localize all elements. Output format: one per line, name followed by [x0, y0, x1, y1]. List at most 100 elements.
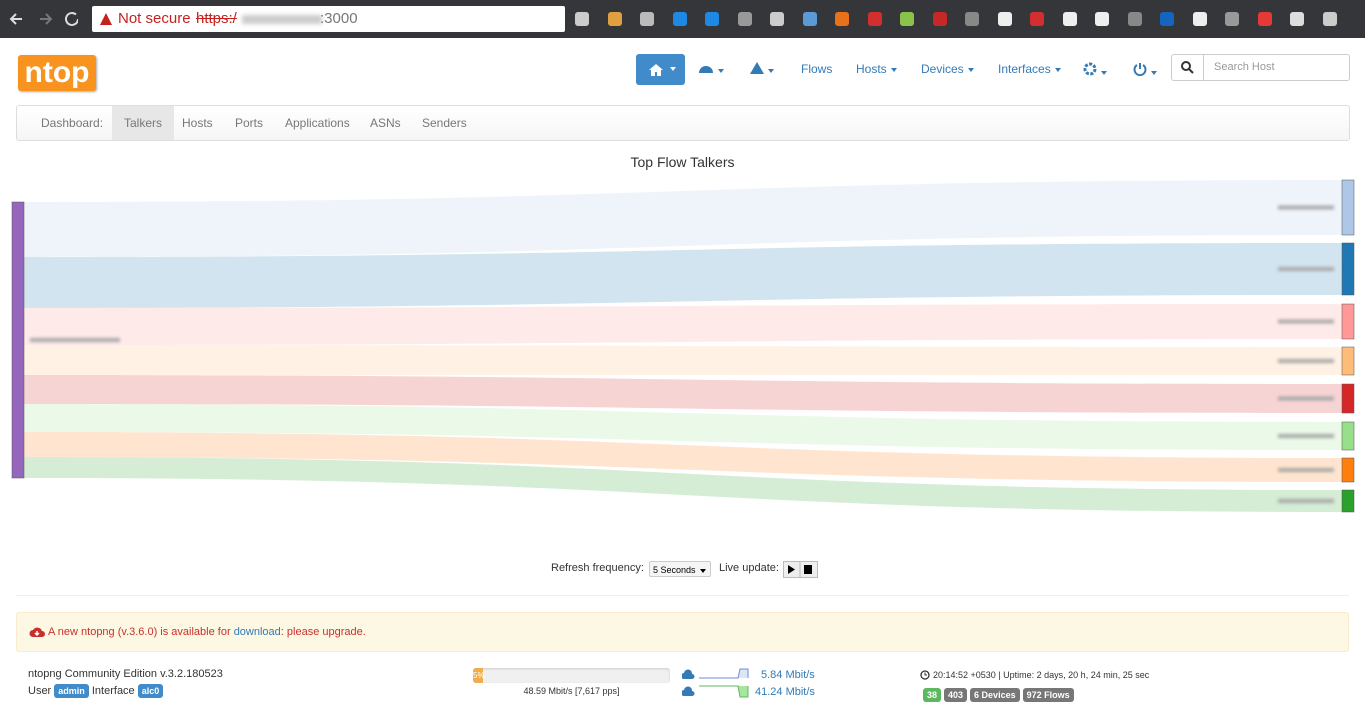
tab[interactable]: ASNs [370, 116, 401, 130]
extension-icon[interactable] [1192, 12, 1207, 26]
refresh-select[interactable]: 5 Seconds [649, 561, 711, 577]
dashboard-menu[interactable] [698, 62, 724, 77]
status-badges: 38 403 6 Devices 972 Flows [923, 685, 1077, 703]
url-scheme: https:/ [196, 10, 237, 27]
extension-icon[interactable] [1127, 12, 1142, 26]
extension-icon[interactable] [770, 12, 784, 26]
nav-item[interactable]: Hosts [856, 62, 897, 76]
blurred-label [1278, 205, 1334, 210]
power-menu[interactable] [1133, 62, 1157, 79]
upgrade-alert: A new ntopng (v.3.6.0) is available for … [16, 612, 1349, 652]
tab[interactable]: Talkers [112, 106, 175, 140]
extension-icon[interactable] [867, 12, 882, 26]
extension-icon[interactable] [997, 12, 1012, 26]
blurred-label [1278, 359, 1334, 363]
sankey-link [24, 457, 1342, 512]
sankey-link [24, 180, 1342, 257]
nav-item[interactable]: Flows [801, 62, 832, 76]
power-icon [1133, 63, 1147, 77]
extension-icon[interactable] [1062, 12, 1077, 26]
status-badge[interactable]: 403 [944, 688, 968, 702]
extension-icon[interactable] [965, 12, 979, 26]
tab[interactable]: Applications [285, 116, 350, 130]
status-badge[interactable]: 972 Flows [1022, 688, 1074, 702]
extension-icon[interactable] [900, 12, 914, 26]
nav-item[interactable]: Devices [921, 62, 974, 76]
tab[interactable]: Ports [235, 116, 264, 130]
status-badge[interactable]: 38 [923, 688, 942, 702]
extension-icon[interactable] [672, 12, 687, 26]
extension-icon[interactable] [802, 12, 817, 26]
refresh-value: 5 Seconds [653, 565, 696, 575]
blurred-label [1278, 267, 1334, 271]
extension-icon[interactable] [1030, 12, 1044, 26]
sankey-node [1341, 457, 1355, 483]
blurred-label [1278, 396, 1334, 401]
blurred-label [1278, 468, 1334, 472]
extension-icon[interactable] [1322, 12, 1337, 26]
sankey-node [1341, 242, 1355, 296]
extension-icon[interactable] [1095, 12, 1109, 26]
alerts-menu[interactable] [750, 62, 774, 77]
edition: ntopng Community Edition v.3.2.180523 [28, 668, 223, 680]
tab[interactable]: Hosts [182, 116, 213, 130]
extension-icon[interactable] [932, 12, 947, 26]
sankey-link [24, 243, 1342, 308]
browser-nav-buttons[interactable] [8, 10, 78, 28]
refresh-label: Refresh frequency: [551, 562, 644, 574]
sankey-node [1341, 383, 1355, 414]
blurred-label [30, 338, 120, 342]
extension-icon[interactable] [575, 12, 589, 26]
interface-label: Interface [91, 685, 135, 697]
search-icon [1181, 61, 1194, 74]
user-line: User admin Interface alc0 [28, 684, 164, 698]
url-port: :3000 [320, 10, 358, 27]
sankey-node [1341, 303, 1355, 340]
alert-text-after: : please upgrade. [280, 626, 366, 638]
live-controls[interactable] [783, 561, 818, 578]
sankey-node [1341, 421, 1355, 451]
extension-icon[interactable] [835, 12, 849, 26]
address-bar[interactable]: Not secure https:/ :3000 [92, 6, 565, 32]
user-label: User [28, 685, 52, 697]
settings-menu[interactable] [1083, 62, 1107, 79]
extension-icon[interactable] [1290, 12, 1304, 26]
extension-icon[interactable] [1257, 12, 1272, 26]
extension-icon[interactable] [607, 12, 622, 26]
cloud-icon [29, 627, 45, 637]
blurred-label [1278, 499, 1334, 503]
clock-icon [920, 670, 930, 680]
interface-badge: alc0 [137, 684, 164, 698]
nav-item-label: Devices [921, 62, 964, 76]
tab-bar: Dashboard: Talkers Hosts Ports Applications A… [16, 105, 1350, 141]
download-rate: 41.24 Mbit/s [755, 686, 815, 698]
extension-icon[interactable] [705, 12, 719, 26]
extension-icon[interactable] [640, 12, 654, 26]
traffic-sparklines [682, 668, 749, 698]
tab-label: Dashboard: [41, 116, 104, 130]
sankey-link [24, 432, 1342, 482]
nav-item[interactable]: Interfaces [998, 62, 1061, 76]
caret [890, 67, 897, 72]
logo[interactable]: ntop [18, 55, 96, 91]
sankey-node [11, 201, 25, 479]
sankey-title: Top Flow Talkers [630, 154, 735, 170]
nav-item-label: Hosts [856, 62, 887, 76]
load-fill: 5% [473, 668, 485, 683]
security-text: Not secure [118, 10, 191, 27]
extension-icon[interactable] [1160, 12, 1174, 26]
warning-icon [100, 13, 112, 25]
download-link[interactable]: download [233, 626, 281, 638]
home-icon [649, 64, 663, 76]
search-input[interactable]: Search Host [1203, 54, 1350, 81]
blurred-label [1278, 434, 1334, 438]
gear-icon [1083, 62, 1097, 76]
tab[interactable]: Senders [422, 116, 467, 130]
search-button[interactable] [1171, 54, 1204, 81]
home-button[interactable] [636, 54, 685, 85]
extension-icon[interactable] [737, 12, 752, 26]
status-badge[interactable]: 6 Devices [970, 688, 1020, 702]
extension-icon[interactable] [1225, 12, 1239, 26]
url-blurred [242, 15, 322, 24]
